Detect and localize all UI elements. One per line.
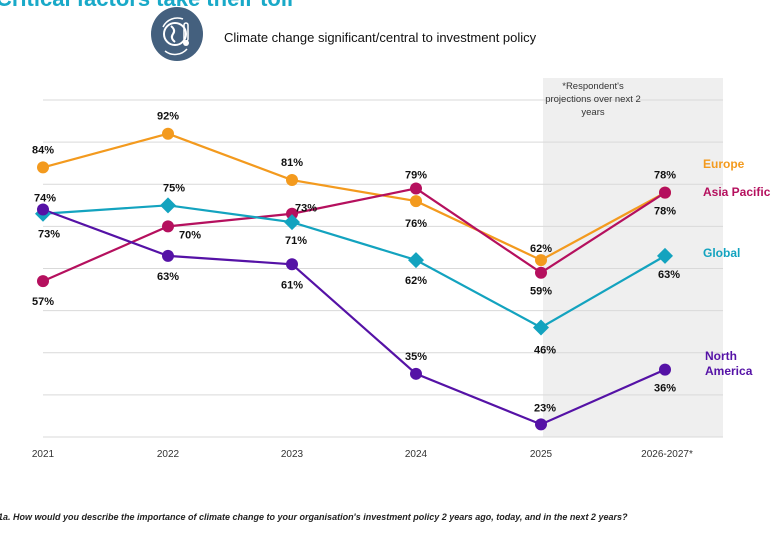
series-line-asia-pacific <box>42 187 666 283</box>
data-label: 35% <box>405 351 427 363</box>
data-point-marker <box>286 207 298 220</box>
data-point-marker <box>37 275 49 288</box>
data-point-marker <box>286 258 298 271</box>
data-label: 76% <box>405 218 427 230</box>
data-label: 73% <box>295 203 317 215</box>
series-line-europe <box>42 132 666 262</box>
data-label: 23% <box>534 402 556 414</box>
data-point-marker <box>162 127 174 140</box>
data-point-marker <box>37 203 49 216</box>
data-label: 46% <box>534 344 556 356</box>
data-point-marker <box>408 252 424 269</box>
data-point-marker <box>535 266 547 279</box>
x-tick-label: 2025 <box>530 449 553 460</box>
data-point-marker <box>659 363 671 376</box>
data-label: 92% <box>157 111 179 123</box>
legend-label: Global <box>703 246 740 260</box>
data-label: 79% <box>405 169 427 181</box>
data-point-marker <box>535 418 547 431</box>
series-line-global <box>42 204 666 329</box>
series-line-north-america <box>42 208 666 426</box>
legend-label: North America <box>705 349 753 378</box>
data-label: 62% <box>405 275 427 287</box>
data-label: 61% <box>281 279 303 291</box>
data-point-marker <box>410 195 422 208</box>
data-point-marker <box>535 254 547 267</box>
data-label: 75% <box>163 182 185 194</box>
data-point-marker <box>657 247 673 264</box>
data-point-marker <box>162 220 174 233</box>
x-tick-label: 2024 <box>405 449 428 460</box>
data-label: 63% <box>658 269 680 281</box>
x-tick-label: 2023 <box>281 449 304 460</box>
data-point-marker <box>533 319 549 336</box>
x-tick-label: 2026-2027* <box>641 449 693 460</box>
data-point-marker <box>659 186 671 199</box>
data-point-marker <box>160 197 176 214</box>
data-label: 57% <box>32 296 54 308</box>
chart-subtitle: Climate change significant/central to in… <box>224 30 537 45</box>
data-point-marker <box>286 174 298 187</box>
data-label: 63% <box>157 271 179 283</box>
data-label: 70% <box>179 229 201 241</box>
survey-question-footnote: 1a. How would you describe the importanc… <box>0 512 628 522</box>
data-label: 84% <box>32 144 54 156</box>
x-tick-label: 2021 <box>32 449 55 460</box>
data-label: 81% <box>281 157 303 169</box>
data-label: 78% <box>654 170 676 182</box>
page-title: Critical factors take their toll <box>0 0 293 12</box>
data-label: 73% <box>38 229 60 241</box>
data-point-marker <box>37 161 49 174</box>
legend-label: Asia Pacific <box>703 185 771 199</box>
globe-thermometer-icon <box>151 7 203 61</box>
data-label: 36% <box>654 383 676 395</box>
projection-note: *Respondent's projections over next 2 ye… <box>545 81 641 118</box>
data-point-marker <box>162 249 174 262</box>
data-label: 78% <box>654 206 676 218</box>
data-point-marker <box>410 367 422 380</box>
data-label: 74% <box>34 193 56 205</box>
data-point-marker <box>410 182 422 195</box>
data-label: 62% <box>530 243 552 255</box>
x-tick-label: 2022 <box>157 449 180 460</box>
legend-label: Europe <box>703 157 745 171</box>
data-point-marker <box>284 214 300 231</box>
data-label: 71% <box>285 235 307 247</box>
projection-shading <box>543 78 723 437</box>
data-label: 59% <box>530 286 552 298</box>
